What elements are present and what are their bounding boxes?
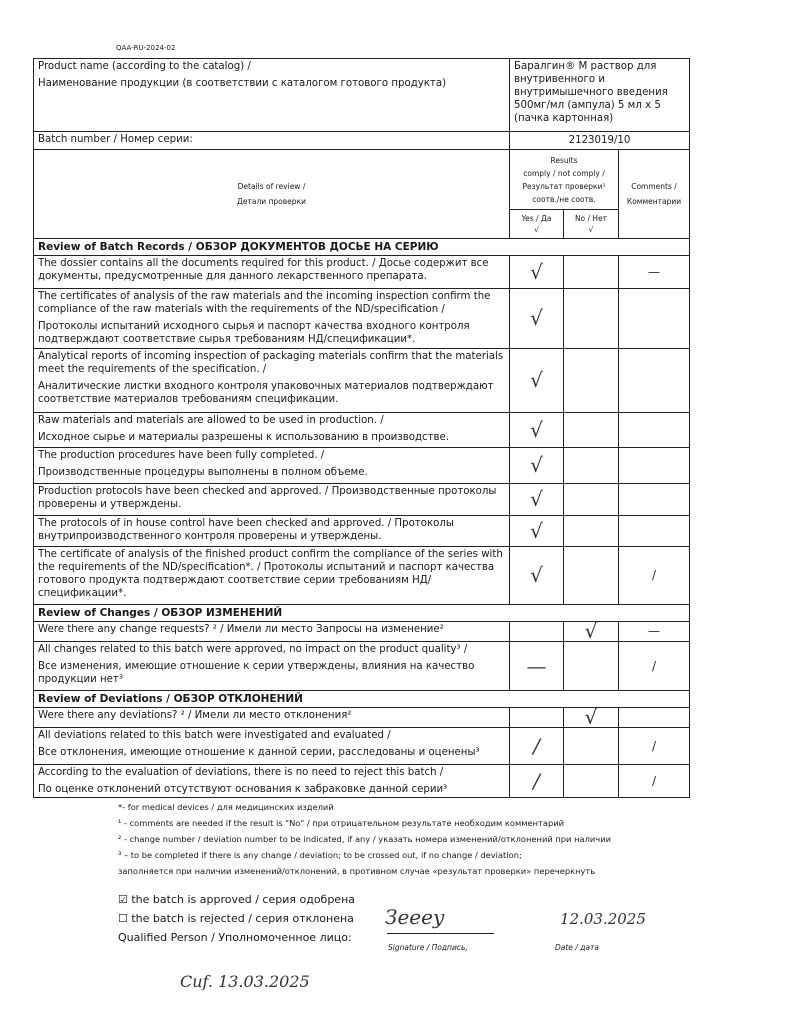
table-row: The protocols of in house control have b… [33, 515, 690, 547]
yes-cell[interactable] [509, 621, 564, 642]
comment-cell[interactable] [618, 447, 690, 484]
no-cell[interactable] [563, 641, 619, 691]
date-label: Date / дата [555, 943, 599, 952]
comment-cell[interactable] [618, 707, 690, 728]
handwritten-note: Сиf. 13.03.2025 [180, 972, 310, 991]
no-cell[interactable]: √ [563, 707, 619, 728]
review-item: Were there any deviations? ² / Имели ли … [33, 707, 510, 728]
no-cell[interactable] [563, 764, 619, 798]
comments-header: Comments / Комментарии [618, 149, 690, 239]
review-item: All changes related to this batch were a… [33, 641, 510, 691]
comment-cell[interactable]: — [618, 255, 690, 289]
signature-image: Зеееу [385, 905, 445, 929]
document-code: QAA-RU-2024-02 [116, 44, 176, 52]
no-cell[interactable] [563, 727, 619, 765]
batch-row: Batch number / Номер серии: 2123019/10 [33, 131, 690, 150]
table-row: The production procedures have been full… [33, 447, 690, 484]
no-cell[interactable]: √ [563, 621, 619, 642]
table-row: Were there any change requests? ² / Имел… [33, 621, 690, 642]
footnotes: *- for medical devices / для медицинских… [118, 799, 693, 879]
review-item: The certificates of analysis of the raw … [33, 288, 510, 349]
decision-block: ☑ the batch is approved / серия одобрена… [118, 890, 355, 947]
yes-cell[interactable]: √ [509, 348, 564, 413]
rejected-option[interactable]: ☐ the batch is rejected / серия отклонен… [118, 912, 354, 925]
comment-cell[interactable]: / [618, 641, 690, 691]
no-header: No / Нет √ [563, 209, 619, 239]
table-row: The certificates of analysis of the raw … [33, 288, 690, 349]
signature-date: 12.03.2025 [560, 910, 646, 928]
yes-cell[interactable]: √ [509, 412, 564, 448]
table-row: All deviations related to this batch wer… [33, 727, 690, 765]
yes-cell[interactable]: √ [509, 483, 564, 516]
yes-cell[interactable]: — [509, 641, 564, 691]
results-header: Results comply / not comply / Результат пр… [509, 149, 619, 210]
review-item: The certificate of analysis of the finis… [33, 546, 510, 605]
yes-cell[interactable]: √ [509, 515, 564, 547]
comment-cell[interactable] [618, 483, 690, 516]
review-item: According to the evaluation of deviation… [33, 764, 510, 798]
table-row: Raw materials and materials are allowed … [33, 412, 690, 448]
review-item: Raw materials and materials are allowed … [33, 412, 510, 448]
no-cell[interactable] [563, 447, 619, 484]
footnote: ² - change number / deviation number to … [118, 834, 611, 844]
review-item: Production protocols have been checked a… [33, 483, 510, 516]
table-row: Production protocols have been checked a… [33, 483, 690, 516]
footnote: ¹ - comments are needed if the result is… [118, 818, 565, 828]
no-cell[interactable] [563, 412, 619, 448]
review-item: Were there any change requests? ² / Имел… [33, 621, 510, 642]
table-row: Analytical reports of incoming inspectio… [33, 348, 690, 413]
review-item: The dossier contains all the documents r… [33, 255, 510, 289]
yes-cell[interactable]: / [509, 727, 564, 765]
no-cell[interactable] [563, 348, 619, 413]
signature-line [387, 933, 494, 934]
product-value: Баралгин® М раствор для внутривенного и … [509, 58, 690, 132]
review-item: The production procedures have been full… [33, 447, 510, 484]
yes-header: Yes / Да √ [509, 209, 564, 239]
batch-number: 2123019/10 [509, 131, 690, 150]
footnote: *- for medical devices / для медицинских… [118, 802, 334, 812]
footnote: заполняется при наличии изменений/отклон… [118, 866, 596, 876]
no-cell[interactable] [563, 255, 619, 289]
footnote: ³ – to be completed if there is any chan… [118, 850, 522, 860]
product-row: Product name (according to the catalog) … [33, 58, 690, 132]
details-header: Details of review / Детали проверки [33, 149, 510, 239]
approved-option[interactable]: ☑ the batch is approved / серия одобрена [118, 893, 356, 906]
comment-cell[interactable]: / [618, 764, 690, 798]
batch-review-table: Product name (according to the catalog) … [33, 58, 690, 798]
product-label: Product name (according to the catalog) … [33, 58, 510, 132]
review-item: The protocols of in house control have b… [33, 515, 510, 547]
table-row: The certificate of analysis of the finis… [33, 546, 690, 605]
yes-cell[interactable] [509, 707, 564, 728]
yes-cell[interactable]: √ [509, 447, 564, 484]
table-row: The dossier contains all the documents r… [33, 255, 690, 289]
no-cell[interactable] [563, 515, 619, 547]
comment-cell[interactable]: — [618, 621, 690, 642]
yes-cell[interactable]: √ [509, 288, 564, 349]
comment-cell[interactable] [618, 348, 690, 413]
no-cell[interactable] [563, 483, 619, 516]
no-cell[interactable] [563, 546, 619, 605]
comment-cell[interactable] [618, 288, 690, 349]
table-row: All changes related to this batch were a… [33, 641, 690, 691]
review-item: Analytical reports of incoming inspectio… [33, 348, 510, 413]
yes-cell[interactable]: √ [509, 255, 564, 289]
table-row: According to the evaluation of deviation… [33, 764, 690, 798]
batch-label: Batch number / Номер серии: [33, 131, 510, 150]
comment-cell[interactable] [618, 412, 690, 448]
table-row: Were there any deviations? ² / Имели ли … [33, 707, 690, 728]
signature-label: Signature / Подпись, [388, 943, 468, 952]
yes-cell[interactable]: √ [509, 546, 564, 605]
no-cell[interactable] [563, 288, 619, 349]
comment-cell[interactable]: / [618, 546, 690, 605]
section-title: Review of Batch Records / ОБЗОР ДОКУМЕНТ… [33, 238, 690, 256]
review-item: All deviations related to this batch wer… [33, 727, 510, 765]
qualified-person-label: Qualified Person / Уполномоченное лицо: [118, 931, 352, 944]
yes-cell[interactable]: / [509, 764, 564, 798]
comment-cell[interactable] [618, 515, 690, 547]
comment-cell[interactable]: / [618, 727, 690, 765]
